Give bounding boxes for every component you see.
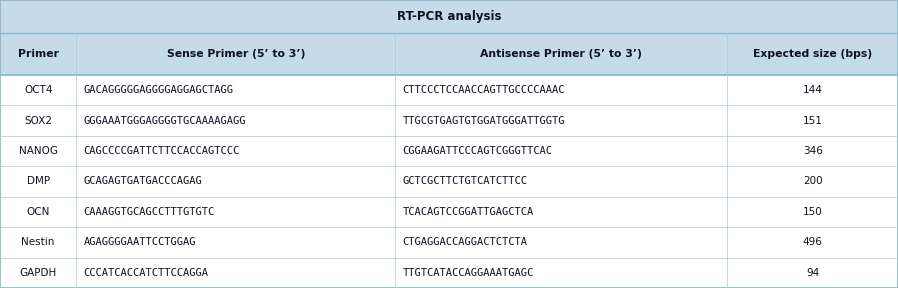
Text: 496: 496 xyxy=(803,237,823,247)
Text: 151: 151 xyxy=(803,115,823,126)
Text: TCACAGTCCGGATTGAGCTCA: TCACAGTCCGGATTGAGCTCA xyxy=(402,207,533,217)
Text: RT-PCR analysis: RT-PCR analysis xyxy=(397,10,501,23)
Text: GACAGGGGGAGGGGAGGAGCTAGG: GACAGGGGGAGGGGAGGAGCTAGG xyxy=(84,85,233,95)
Text: CTGAGGACCAGGACTCTCTA: CTGAGGACCAGGACTCTCTA xyxy=(402,237,527,247)
Text: CAGCCCCGATTCTTCCACCAGTCCC: CAGCCCCGATTCTTCCACCAGTCCC xyxy=(84,146,240,156)
Text: SOX2: SOX2 xyxy=(24,115,52,126)
Text: AGAGGGGAATTCCTGGAG: AGAGGGGAATTCCTGGAG xyxy=(84,237,196,247)
Text: CCCATCACCATCTTCCAGGA: CCCATCACCATCTTCCAGGA xyxy=(84,268,208,278)
Bar xyxy=(0,33,898,75)
Text: DMP: DMP xyxy=(27,177,49,186)
Text: GAPDH: GAPDH xyxy=(20,268,57,278)
Bar xyxy=(0,0,898,33)
Text: 144: 144 xyxy=(803,85,823,95)
Text: OCT4: OCT4 xyxy=(24,85,52,95)
Text: Expected size (bps): Expected size (bps) xyxy=(753,49,872,59)
Text: Primer: Primer xyxy=(18,49,58,59)
Text: GCTCGCTTCTGTCATCTTCC: GCTCGCTTCTGTCATCTTCC xyxy=(402,177,527,186)
Text: Sense Primer (5’ to 3’): Sense Primer (5’ to 3’) xyxy=(166,49,305,59)
Text: 150: 150 xyxy=(803,207,823,217)
Text: Antisense Primer (5’ to 3’): Antisense Primer (5’ to 3’) xyxy=(480,49,642,59)
Text: TTGTCATACCAGGAAATGAGC: TTGTCATACCAGGAAATGAGC xyxy=(402,268,533,278)
Text: OCN: OCN xyxy=(26,207,50,217)
Text: NANOG: NANOG xyxy=(19,146,57,156)
Text: GGGAAATGGGAGGGGTGCAAAAGAGG: GGGAAATGGGAGGGGTGCAAAAGAGG xyxy=(84,115,246,126)
Text: 346: 346 xyxy=(803,146,823,156)
Text: GCAGAGTGATGACCCAGAG: GCAGAGTGATGACCCAGAG xyxy=(84,177,202,186)
Text: 94: 94 xyxy=(806,268,819,278)
Text: 200: 200 xyxy=(803,177,823,186)
Text: CAAAGGTGCAGCCTTTGTGTC: CAAAGGTGCAGCCTTTGTGTC xyxy=(84,207,215,217)
Text: Nestin: Nestin xyxy=(22,237,55,247)
Text: TTGCGTGAGTGTGGATGGGATTGGTG: TTGCGTGAGTGTGGATGGGATTGGTG xyxy=(402,115,565,126)
Text: CGGAAGATTCCCAGTCGGGTTCAC: CGGAAGATTCCCAGTCGGGTTCAC xyxy=(402,146,552,156)
Text: CTTCCCTCCAACCAGTTGCCCCAAAC: CTTCCCTCCAACCAGTTGCCCCAAAC xyxy=(402,85,565,95)
